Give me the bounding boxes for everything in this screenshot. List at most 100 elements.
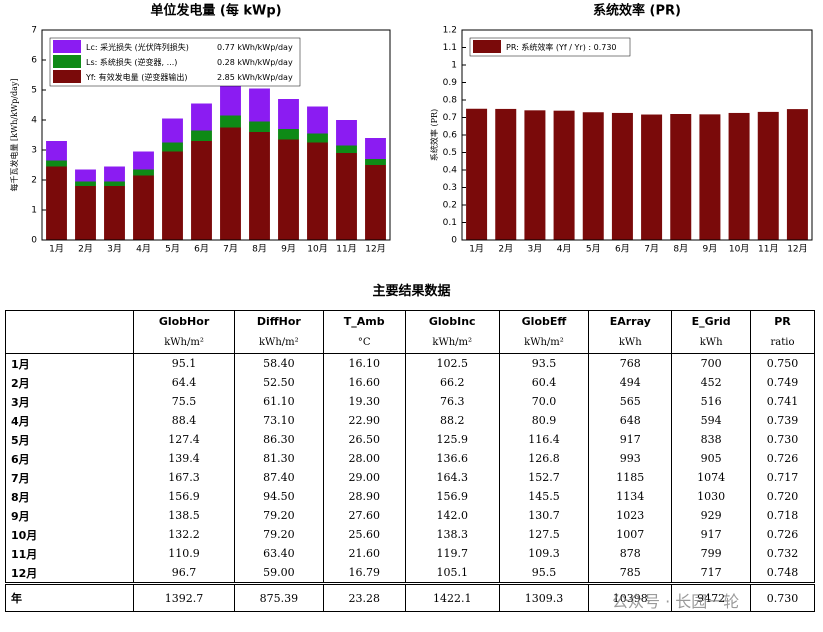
y-tick-label: 0.3 — [443, 183, 457, 193]
table-cell: 10398 — [588, 582, 673, 612]
legend-box — [49, 37, 301, 87]
table-row: 11月 110.9 63.40 21.60 119.7 109.3 878 799 0.732 — [5, 544, 815, 563]
table-row: 3月 75.5 61.10 19.30 76.3 70.0 565 516 0.741 — [5, 392, 815, 411]
bar-segment — [336, 120, 357, 146]
table-cell: 0.732 — [750, 544, 815, 563]
x-tick-label: 9月 — [703, 244, 718, 255]
legend-total: 2.85 kWh/kWp/day — [217, 73, 293, 82]
table-cell: ratio — [750, 332, 815, 354]
table-cell: 6月 — [5, 449, 134, 468]
table-cell: 2月 — [5, 373, 134, 392]
y-tick-label: 0.7 — [443, 113, 457, 123]
table-cell: 81.30 — [234, 449, 324, 468]
table-cell: 87.40 — [234, 468, 324, 487]
table-cell: kWh/m² — [234, 332, 324, 354]
table-row: 8月 156.9 94.50 28.90 156.9 145.5 1134 1030 0.720 — [5, 487, 815, 506]
table-cell: 102.5 — [404, 353, 500, 373]
bar-segment — [278, 139, 299, 240]
bar-segment — [46, 160, 67, 167]
table-row: 6月 139.4 81.30 28.00 136.6 126.8 993 905 0.726 — [5, 449, 815, 468]
table-cell: 25.60 — [322, 525, 406, 544]
table-cell: 59.00 — [234, 563, 324, 584]
legend-label: Yf: 有效发电量 (逆变器输出) — [85, 72, 187, 82]
table-cell: 0.726 — [750, 525, 815, 544]
table-cell: kWh/m² — [132, 332, 236, 354]
table-cell: E_Grid — [671, 310, 752, 332]
table-cell: 126.8 — [498, 449, 590, 468]
y-tick-label: 0.2 — [443, 201, 457, 211]
x-tick-label: 11月 — [758, 244, 778, 255]
table-cell: 1030 — [671, 487, 752, 506]
table-cell: 452 — [671, 373, 752, 392]
table-row: 10月 132.2 79.20 25.60 138.3 127.5 1007 917 0.726 — [5, 525, 815, 544]
table-cell: 156.9 — [132, 487, 236, 506]
table-cell: 0.750 — [750, 353, 815, 373]
table-cell: 19.30 — [322, 392, 406, 411]
bar-segment — [307, 142, 328, 240]
bar — [611, 112, 633, 240]
table-row: 2月 64.4 52.50 16.60 66.2 60.4 494 452 0.749 — [5, 373, 815, 392]
table-cell: 年 — [5, 582, 134, 612]
table-cell: 16.10 — [322, 353, 406, 373]
legend-label: Ls: 系统损失 (逆变器, ...) — [86, 57, 177, 67]
bar — [495, 108, 517, 240]
table-cell: 75.5 — [132, 392, 236, 411]
table-cell: 11月 — [5, 544, 134, 563]
bar-segment — [365, 159, 386, 165]
table-title: 主要结果数据 — [372, 284, 451, 299]
table-cell: kWh — [588, 332, 673, 354]
table-cell: 23.28 — [322, 582, 406, 612]
table-cell: 785 — [588, 563, 673, 584]
table-cell: 8月 — [5, 487, 134, 506]
x-tick-label: 7月 — [223, 244, 238, 255]
table-cell: 79.20 — [234, 525, 324, 544]
x-tick-label: 10月 — [307, 244, 327, 255]
bar-segment — [104, 186, 125, 240]
x-tick-label: 5月 — [586, 244, 601, 255]
table-cell: 80.9 — [498, 411, 590, 430]
y-tick-label: 3 — [31, 146, 37, 156]
table-row: 年 1392.7 875.39 23.28 1422.1 1309.3 10398 9472 0… — [5, 582, 815, 612]
legend-label: Lc: 采光损失 (光伏阵列损失) — [86, 42, 189, 52]
bar-segment — [365, 165, 386, 240]
table-cell: 0.741 — [750, 392, 815, 411]
table-cell: 58.40 — [234, 353, 324, 373]
table-cell: 145.5 — [498, 487, 590, 506]
table-cell: 875.39 — [234, 582, 324, 612]
y-tick-label: 0 — [451, 236, 457, 246]
table-cell: 28.90 — [322, 487, 406, 506]
bar — [699, 114, 721, 240]
table-row: kWh/m² kWh/m² °C kWh/m² kWh/m² kWh kWh ratio — [5, 332, 815, 354]
table-cell: °C — [322, 332, 406, 354]
table-cell: 1185 — [588, 468, 673, 487]
table-cell: 799 — [671, 544, 752, 563]
charts: 单位发电量 (每 kWp) 每千瓦发电量 [kWh/kWp/day] 0 1 2 3 4 5 6… — [9, 3, 813, 255]
bar-segment — [162, 142, 183, 152]
table-cell: 96.7 — [132, 563, 236, 584]
table-row: 1月 95.1 58.40 16.10 102.5 93.5 768 700 0.750 — [5, 353, 815, 373]
table-cell: 917 — [671, 525, 752, 544]
y-tick-label: 0.8 — [443, 96, 458, 106]
table-cell: 138.3 — [404, 525, 500, 544]
table-cell: 12月 — [5, 563, 134, 584]
x-tick-label: 11月 — [336, 244, 356, 255]
y-tick-label: 5 — [31, 86, 37, 96]
table-cell: kWh/m² — [498, 332, 590, 354]
table-cell: 0.726 — [750, 449, 815, 468]
y-axis-label: 系统效率 (PR) — [429, 109, 439, 161]
x-tick-label: 2月 — [78, 244, 93, 255]
x-tick-label: 4月 — [136, 244, 151, 255]
legend-label: PR: 系统效率 (Yf / Yr) : 0.730 — [506, 42, 617, 52]
table-cell: 1074 — [671, 468, 752, 487]
bar-segment — [365, 138, 386, 159]
table-cell: 119.7 — [404, 544, 500, 563]
bar — [670, 114, 692, 240]
table-row: 9月 138.5 79.20 27.60 142.0 130.7 1023 929 0.718 — [5, 506, 815, 525]
table-cell — [5, 310, 134, 332]
bar-segment — [278, 99, 299, 129]
table-cell: 52.50 — [234, 373, 324, 392]
table-row: 12月 96.7 59.00 16.79 105.1 95.5 785 717 0.748 — [5, 563, 815, 584]
table-row: 5月 127.4 86.30 26.50 125.9 116.4 917 838 0.730 — [5, 430, 815, 449]
x-tick-label: 7月 — [644, 244, 659, 255]
table-cell: 125.9 — [404, 430, 500, 449]
